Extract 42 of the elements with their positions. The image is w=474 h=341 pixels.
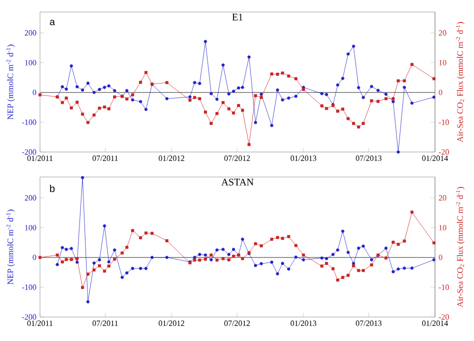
y2-axis-title: Air-Sea CO$_{2}$ Flux (mmolC m$^{-2}$ d$^{-1}$) (456, 187, 465, 308)
chart-title: E1 (232, 14, 242, 20)
x-tick-label: 07/2013 (356, 156, 382, 161)
annotation: b (50, 184, 55, 192)
y2-tick-label: 0 (438, 254, 442, 260)
x-tick-label: 01/2011 (27, 320, 52, 326)
y2-tick-label: -10 (438, 120, 449, 125)
y2-tick-label: -10 (438, 284, 449, 290)
x-tick-label: 07/2011 (92, 156, 118, 161)
y-tick-label: -100 (22, 120, 36, 125)
x-tick-label: 01/2014 (422, 156, 448, 161)
y2-tick-label: -20 (438, 149, 449, 155)
y-tick-label: -100 (22, 284, 36, 290)
y-tick-label: 200 (24, 195, 36, 201)
y2-axis-title: Air-Sea CO$_{2}$ Flux (mmolC m$^{-2}$ d$^{-1}$) (456, 22, 465, 142)
x-tick-label: 07/2012 (224, 320, 250, 326)
y2-tick-label: -20 (438, 314, 449, 320)
y2-tick-label: 0 (438, 90, 442, 96)
chart-title: ASTAN (221, 178, 254, 186)
x-tick-label: 07/2012 (224, 156, 250, 161)
y2-tick-label: 10 (439, 224, 446, 230)
y-tick-label: -200 (22, 149, 36, 155)
x-tick-label: 07/2011 (92, 320, 118, 326)
y-tick-label: 0 (32, 90, 36, 96)
x-tick-label: 01/2012 (158, 320, 184, 326)
y2-tick-label: 20 (438, 195, 446, 201)
annotation: a (50, 20, 56, 26)
x-tick-label: 01/2013 (290, 156, 316, 161)
x-tick-label: 01/2014 (422, 320, 448, 326)
x-tick-label: 01/2013 (290, 320, 316, 326)
y-tick-label: 100 (25, 224, 36, 230)
y-tick-label: 100 (25, 60, 36, 66)
y-tick-label: 0 (32, 254, 36, 260)
x-tick-label: 01/2012 (158, 156, 184, 161)
y-axis-title: NEP (mmolC m$^{-2}$ d$^{-1}$) (6, 210, 15, 284)
y2-tick-label: 20 (438, 30, 446, 36)
y-axis-title: NEP (mmolC m$^{-2}$ d$^{-1}$) (6, 44, 15, 120)
y2-tick-label: 10 (439, 60, 446, 66)
x-tick-label: 07/2013 (356, 320, 382, 326)
x-tick-label: 01/2011 (27, 156, 52, 161)
y-tick-label: 200 (24, 30, 36, 36)
y-tick-label: -200 (22, 314, 36, 320)
